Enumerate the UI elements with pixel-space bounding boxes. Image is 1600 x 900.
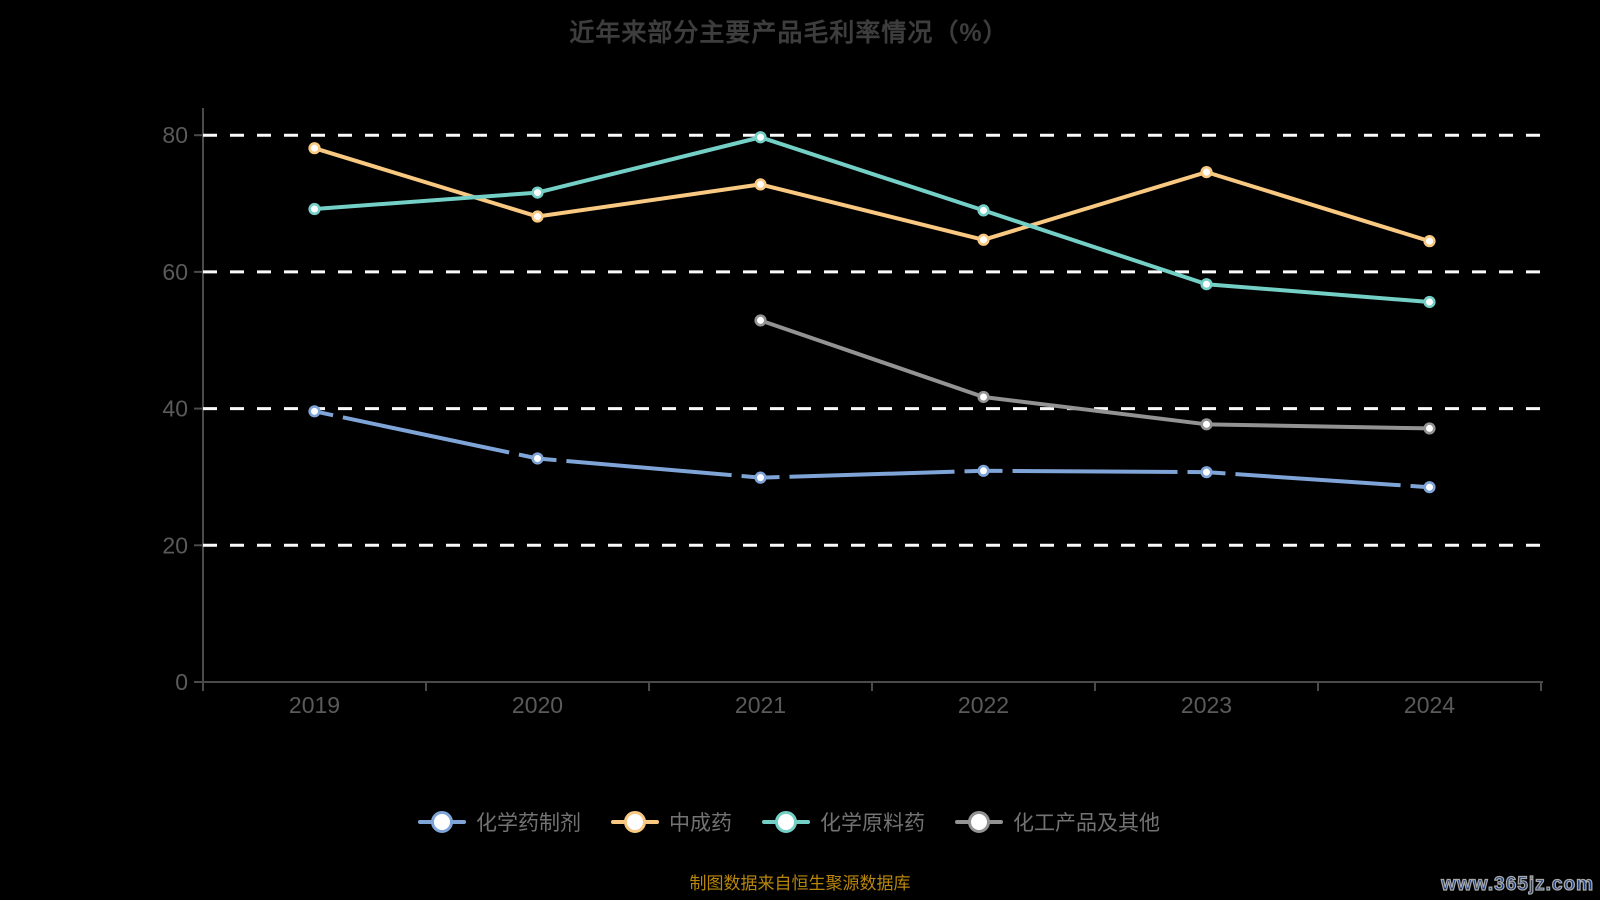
data-point-化学原料药[interactable] [1200,278,1213,291]
series-line-3 [758,318,1432,431]
legend-line-circle-icon [418,811,466,833]
y-axis-label: 60 [162,259,188,285]
legend-line-circle-icon [611,811,659,833]
line-gap-dash [556,456,567,465]
legend-label: 化工产品及其他 [1013,812,1160,835]
legend-line-circle-icon [955,811,1003,833]
data-point-化学原料药[interactable] [1423,295,1436,309]
x-axis-label: 2020 [512,692,563,718]
data-point-化学药制剂[interactable] [1200,466,1213,479]
data-point-中成药[interactable] [1200,166,1213,179]
series-line-0 [312,409,1432,490]
data-point-化工产品及其他[interactable] [1423,422,1436,435]
legend-item-chemical-products-other[interactable]: 化工产品及其他 [955,807,1160,837]
legend-line-circle-icon [762,811,810,833]
series-line-1 [312,146,1432,244]
data-point-化学药制剂[interactable] [308,405,321,418]
chart-legend: 化学药制剂 中成药 化学原料药 化工产品及其他 [0,807,1578,837]
site-watermark[interactable]: www.365jz.com [1441,873,1594,895]
legend-label: 化学药制剂 [476,812,581,835]
x-axis-label: 2022 [958,692,1009,718]
data-point-化学原料药[interactable] [308,202,321,216]
line-gap-dash [1400,481,1411,490]
data-point-化学药制剂[interactable] [754,471,767,484]
data-point-化学原料药[interactable] [977,204,990,217]
line-gap-dash [731,471,742,480]
legend-item-chemical-preparations[interactable]: 化学药制剂 [418,807,581,837]
legend-label: 中成药 [669,812,732,835]
data-point-中成药[interactable] [531,210,544,223]
line-gap-dash [508,449,520,458]
legend-item-chinese-patent-medicine[interactable]: 中成药 [611,807,732,837]
legend-item-api[interactable]: 化学原料药 [762,807,925,837]
data-point-中成药[interactable] [1423,235,1436,248]
data-point-化学药制剂[interactable] [1423,481,1436,494]
line-gap-dash [332,411,344,421]
data-point-化工产品及其他[interactable] [977,390,990,404]
data-point-化工产品及其他[interactable] [1200,418,1213,431]
y-axis-label: 80 [162,122,188,148]
data-point-化工产品及其他[interactable] [754,314,767,327]
data-point-中成药[interactable] [308,142,321,155]
x-axis-label: 2024 [1404,692,1455,718]
y-axis-label: 20 [162,532,188,558]
series-line-2 [312,135,1432,304]
y-axis-label: 40 [162,396,188,422]
x-axis-label: 2021 [735,692,786,718]
legend-label: 化学原料药 [820,812,925,835]
chart-title: 近年来部分主要产品毛利率情况（%） [569,19,1009,47]
y-axis-label: 0 [175,669,188,695]
data-point-中成药[interactable] [754,178,767,191]
data-source-note: 制图数据来自恒生聚源数据库 [689,874,911,893]
data-point-化学原料药[interactable] [531,186,544,199]
x-axis-label: 2023 [1181,692,1232,718]
x-axis-label: 2019 [289,692,340,718]
data-point-化学原料药[interactable] [754,131,767,144]
data-point-化学药制剂[interactable] [531,452,544,465]
data-point-中成药[interactable] [977,233,990,246]
line-gap-dash [1225,469,1236,478]
data-point-化学药制剂[interactable] [977,464,990,477]
